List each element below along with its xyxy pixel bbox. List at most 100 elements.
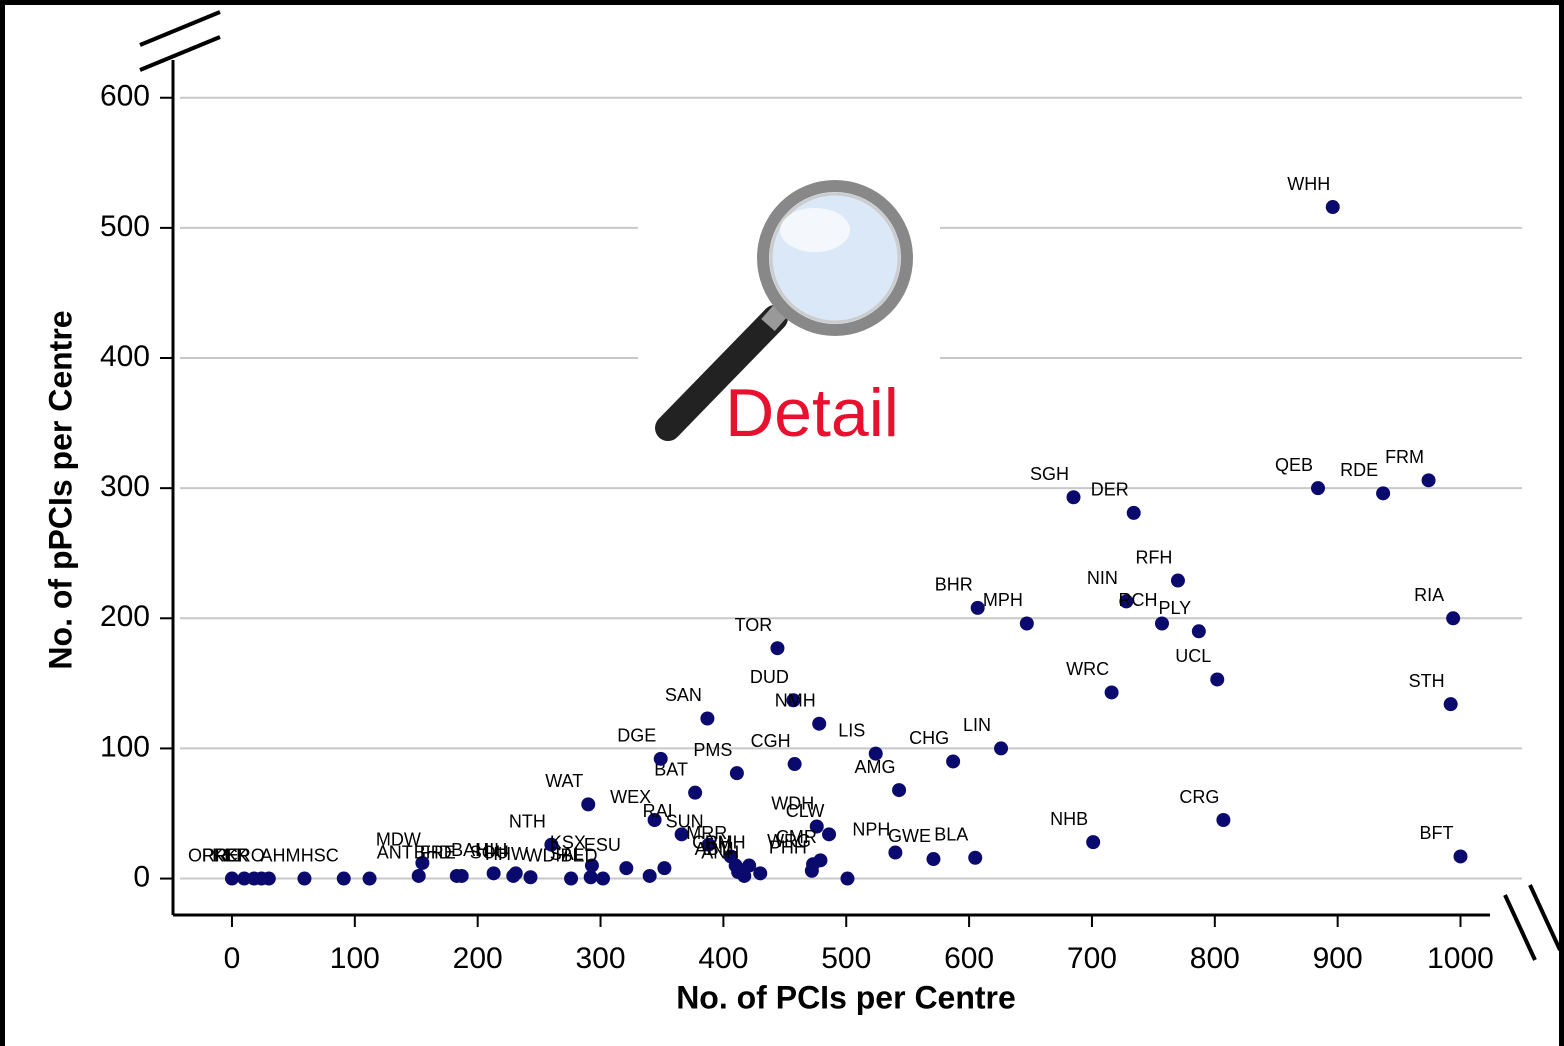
point — [700, 711, 715, 726]
axis-break — [139, 10, 1562, 961]
point-label: SOU — [470, 843, 509, 863]
x-tick-label: 100 — [330, 942, 380, 975]
point-label: KEK — [212, 845, 248, 865]
point — [1104, 685, 1119, 700]
point-label: WEX — [610, 787, 651, 807]
point-label: SUN — [666, 811, 704, 831]
point-label: RCH — [1118, 590, 1157, 610]
point-label: WDH — [526, 845, 569, 865]
point — [619, 861, 634, 876]
point — [1170, 573, 1185, 588]
point-label: CRG — [1179, 787, 1219, 807]
point — [336, 871, 351, 886]
point-label: PHH — [769, 838, 807, 858]
point-label: CRO — [225, 845, 265, 865]
point — [1210, 672, 1225, 687]
point — [1446, 611, 1461, 626]
point-label: TOR — [735, 615, 773, 635]
point — [1311, 481, 1326, 496]
point — [595, 871, 610, 886]
y-axis-label: No. of pPCIs per Centre — [42, 310, 78, 669]
x-tick-label: 400 — [698, 942, 748, 975]
point — [804, 863, 819, 878]
y-tick-label: 100 — [100, 730, 150, 763]
point-label: CMR — [776, 827, 817, 847]
point — [544, 837, 559, 852]
point — [261, 871, 276, 886]
y-tick-label: 600 — [100, 80, 150, 113]
point — [770, 641, 785, 656]
point — [892, 783, 907, 798]
x-tick-label: 200 — [453, 942, 503, 975]
x-tick-label: 1000 — [1427, 942, 1494, 975]
point — [888, 845, 903, 860]
point-label: WRC — [1066, 659, 1109, 679]
point-label: PRE — [202, 845, 239, 865]
point-label: MPH — [983, 590, 1023, 610]
point-label: WRG — [767, 831, 811, 851]
point — [753, 866, 768, 881]
point-label: KSX — [550, 832, 586, 852]
point — [583, 870, 598, 885]
point-label: UCL — [1175, 646, 1211, 666]
point-label: CGH — [751, 731, 791, 751]
point-label: MRR — [686, 823, 727, 843]
point-label: LIS — [838, 720, 865, 740]
point-label: SAN — [665, 685, 702, 705]
point-label: DGE — [617, 726, 656, 746]
point — [523, 870, 538, 885]
x-tick-label: 800 — [1190, 942, 1240, 975]
point — [1325, 200, 1340, 215]
magnifier-icon — [655, 180, 913, 441]
point — [1154, 616, 1169, 631]
point-label: PMS — [693, 740, 732, 760]
point — [1126, 505, 1141, 520]
point-label: AMG — [855, 757, 896, 777]
point — [454, 868, 469, 883]
point-label: PLY — [1158, 598, 1191, 618]
point-label: ANT — [377, 843, 413, 863]
point — [564, 871, 579, 886]
point-label: BAH — [451, 840, 488, 860]
point — [994, 741, 1009, 756]
point-label: HSC — [301, 845, 339, 865]
point — [809, 819, 824, 834]
point-label: SGH — [1030, 464, 1069, 484]
point — [1119, 594, 1134, 609]
point-label: QEB — [1275, 455, 1313, 475]
point — [729, 766, 744, 781]
point-label: NTH — [509, 811, 546, 831]
point-label: DUD — [750, 667, 789, 687]
point-label: FRM — [1385, 447, 1424, 467]
point — [742, 858, 757, 873]
point-label: RFH — [1135, 547, 1172, 567]
y-tick-label: 500 — [100, 210, 150, 243]
point — [642, 868, 657, 883]
x-axis-label: No. of PCIs per Centre — [676, 979, 1016, 1015]
x-tick-label: 500 — [821, 942, 871, 975]
point-label: HHW — [485, 844, 528, 864]
point — [362, 871, 377, 886]
point — [1216, 813, 1231, 827]
y-tick-label: 300 — [100, 470, 150, 503]
point — [1376, 486, 1391, 501]
point-label: SAL — [550, 844, 584, 864]
x-tick-label: 600 — [944, 942, 994, 975]
point-label: LIN — [963, 715, 991, 735]
point — [813, 853, 828, 868]
point-label: ORR — [188, 845, 228, 865]
point — [787, 757, 802, 772]
point — [840, 871, 855, 886]
point — [647, 813, 662, 827]
point-label: MDW — [376, 830, 421, 850]
point-label: BHR — [935, 575, 973, 595]
point-label: CRH — [692, 832, 731, 852]
point — [868, 746, 883, 761]
point — [688, 785, 703, 800]
x-tick-label: 700 — [1067, 942, 1117, 975]
point-label: HIH — [476, 840, 507, 860]
point — [237, 871, 252, 886]
point — [1453, 849, 1468, 864]
point-label: WDH — [771, 793, 814, 813]
point — [968, 850, 983, 865]
